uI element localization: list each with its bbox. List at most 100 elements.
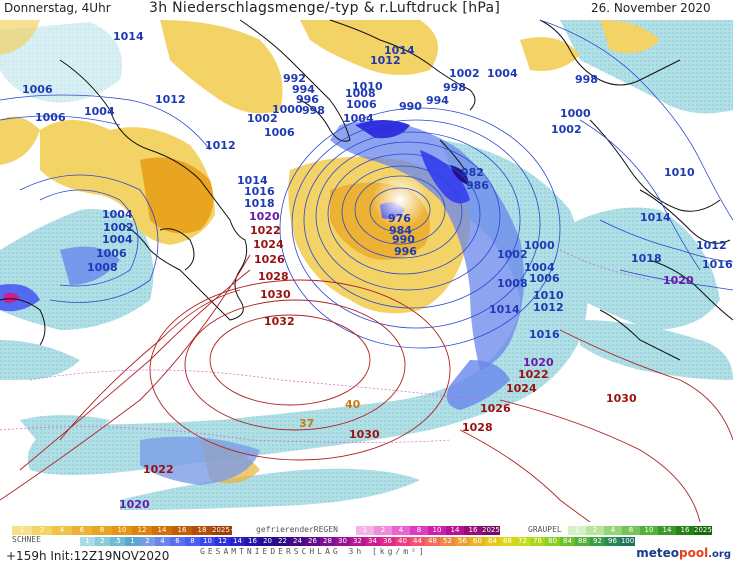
isobar-label: 1024 — [253, 238, 284, 251]
isobars-low — [0, 19, 733, 349]
legend-cell: 28 — [320, 537, 335, 546]
legend-cell: 92 — [590, 537, 605, 546]
isobar-label: 1004 — [102, 208, 133, 221]
isobar-label: 1030 — [349, 428, 380, 441]
legend-cell: 2025+ — [212, 526, 232, 535]
legend-cell: 72 — [515, 537, 530, 546]
isobar-label: 1012 — [533, 301, 564, 314]
low-pressure-centre — [372, 172, 428, 228]
legend-cell: 2 — [95, 537, 110, 546]
isobar-label: 40 — [345, 398, 361, 411]
map-header: Donnerstag, 4Uhr 3h Niederschlagsmenge/-… — [0, 0, 733, 18]
isobar-label: 976 — [388, 212, 411, 225]
legend-cell: 8 — [185, 537, 200, 546]
total-precip-label: GESAMTNIEDERSCHLAG 3h [kg/m²] — [200, 547, 427, 556]
legend-cell: 1 — [12, 526, 32, 535]
legend-cell: 1 — [356, 526, 374, 535]
isobar-label: 1030 — [260, 288, 291, 301]
isobar-label: 1012 — [205, 139, 236, 152]
valid-day-label: Donnerstag, 4Uhr — [4, 1, 111, 15]
isobar-label: 1018 — [631, 252, 662, 265]
legend-cell: 52 — [440, 537, 455, 546]
isobar-label: 1006 — [346, 98, 377, 111]
isobar-label: 1032 — [264, 315, 295, 328]
legend-cell: 4 — [604, 526, 622, 535]
legend-cell: 14 — [446, 526, 464, 535]
legend-cell: 16 — [245, 537, 260, 546]
legend-cell: 100 — [620, 537, 635, 546]
isobar-label: 1000 — [272, 103, 303, 116]
isobar-label: 1020 — [119, 498, 150, 511]
isobar-label: 1012 — [155, 93, 186, 106]
legend-cell: 10 — [112, 526, 132, 535]
isobar-label: 1004 — [343, 112, 374, 125]
isobar-label: 996 — [394, 245, 417, 258]
isobar-label: 1006 — [264, 126, 295, 139]
isobar-label: 1016 — [244, 185, 275, 198]
logo-part-c: .org — [708, 549, 731, 560]
isobar-label: 1014 — [237, 174, 268, 187]
legend-cell: 64 — [485, 537, 500, 546]
legend-cell: 10 — [200, 537, 215, 546]
isobar-label: 1006 — [22, 83, 53, 96]
isobar-label: 1012 — [696, 239, 727, 252]
isobar-label: 1022 — [518, 368, 549, 381]
isobar-label: 1000 — [560, 107, 591, 120]
isobar-label: 1026 — [254, 253, 285, 266]
isobar-label: 1016 — [529, 328, 560, 341]
isobar-label: 982 — [461, 166, 484, 179]
legend-cell: 2 — [374, 526, 392, 535]
legend-cell: 14 — [152, 526, 172, 535]
isobar-label: 1008 — [497, 277, 528, 290]
isobar-label: 986 — [466, 179, 489, 192]
map-title: 3h Niederschlagsmenge/-typ & r.Luftdruck… — [149, 0, 501, 16]
legend-cell: 4 — [52, 526, 72, 535]
isobar-label: 998 — [443, 81, 466, 94]
isobar-label: 1010 — [352, 80, 383, 93]
isobar-label: 994 — [426, 94, 449, 107]
isobar-label: 992 — [283, 72, 306, 85]
isobar-label: 1020 — [249, 210, 280, 223]
isobar-label: 1022 — [143, 463, 174, 476]
legend-cell: 24 — [290, 537, 305, 546]
legend-cell: 44 — [410, 537, 425, 546]
isobar-label: 996 — [296, 93, 319, 106]
isobar-label: 1022 — [250, 224, 281, 237]
legend-cell: 60 — [470, 537, 485, 546]
legend-cell: 2025+ — [694, 526, 712, 535]
legend-cell: 14 — [658, 526, 676, 535]
legend-cell: 8 — [410, 526, 428, 535]
legend-cell: 26 — [305, 537, 320, 546]
isobar-label: 1002 — [103, 221, 134, 234]
isobars-high — [0, 254, 733, 522]
isobar-label: 998 — [302, 104, 325, 117]
meteopool-logo[interactable]: meteopool.org — [636, 546, 731, 560]
legend-cell: 1 — [125, 537, 140, 546]
legend-cell: 8 — [92, 526, 112, 535]
legend-cell: 10 — [428, 526, 446, 535]
legend-cell: 1 — [80, 537, 95, 546]
isobar-label: 1028 — [258, 270, 289, 283]
legend-cell: 6 — [170, 537, 185, 546]
legend-cell: 2025+ — [482, 526, 500, 535]
valid-date-label: 26. November 2020 — [591, 1, 711, 15]
dotted-contours — [0, 249, 651, 443]
legend-cell: 84 — [560, 537, 575, 546]
legend-cell: 6 — [72, 526, 92, 535]
legend-cell: 1 — [568, 526, 586, 535]
isobar-label: 1012 — [370, 54, 401, 67]
snow-label: SCHNEE — [12, 535, 41, 544]
isobar-label: 998 — [575, 73, 598, 86]
isobar-label: 994 — [292, 83, 315, 96]
isobar-label: 1014 — [384, 44, 415, 57]
isobar-label: 1026 — [480, 402, 511, 415]
legend-cell: 2 — [140, 537, 155, 546]
isobar-label: 1000 — [524, 239, 555, 252]
freezing-rain-label: gefrierenderREGEN — [256, 525, 338, 534]
isobar-label: 1002 — [551, 123, 582, 136]
